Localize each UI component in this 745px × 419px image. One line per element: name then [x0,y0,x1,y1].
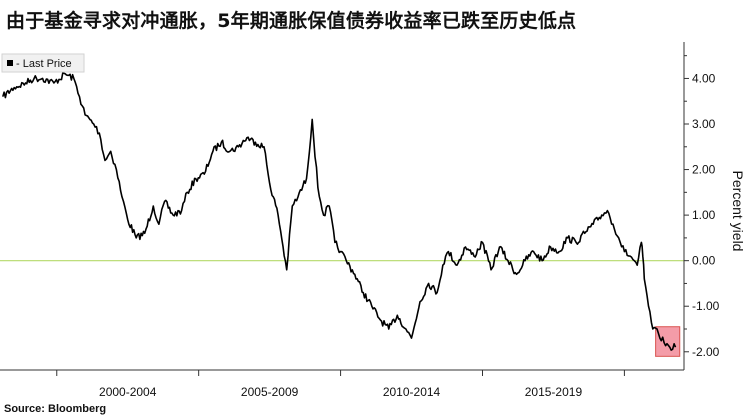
x-tick-label: 2010-2014 [383,385,441,399]
y-tick-label: -2.00 [692,345,720,359]
y-axis-label: Percent yield [730,171,745,252]
x-tick-label: 2005-2009 [241,385,299,399]
y-tick-label: 3.00 [692,117,716,131]
chart-title: 由于基金寻求对冲通胀，5年期通胀保值债券收益率已跌至历史低点 [6,10,577,32]
legend-entry: - Last Price [16,58,72,70]
legend-swatch [7,60,13,66]
axes-layer: 4.00 3.00 2.00 1.00 0.00 -1.00 -2.00 2000-2004 2… [0,42,720,399]
source-note: Source: Bloomberg [4,403,107,415]
y-tick-label: 1.00 [692,208,716,222]
x-tick-label: 2000-2004 [99,385,157,399]
highlight-layer [655,326,681,357]
x-tick-label: 2015-2019 [525,385,583,399]
y-tick-label: -1.00 [692,299,720,313]
legend: - Last Price [1,53,85,73]
y-tick-label: 4.00 [692,71,716,85]
series-line-0 [2,72,677,351]
series-layer [2,72,677,351]
y-tick-label: 2.00 [692,163,716,177]
y-tick-label: 0.00 [692,254,716,268]
highlight-box [655,326,681,357]
legend-box [1,53,85,73]
